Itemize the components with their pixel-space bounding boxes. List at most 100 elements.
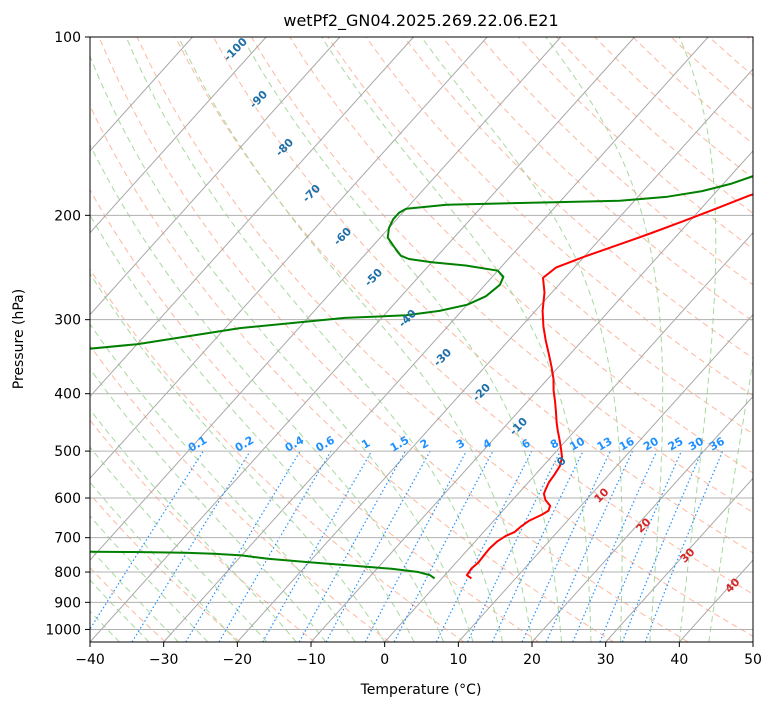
mixing-ratio-line [466, 450, 561, 642]
moist-adiabat-line [678, 37, 717, 642]
y-tick-label: 800 [54, 565, 81, 581]
dry-adiabat-line [90, 493, 241, 642]
moist-adiabat-line [90, 323, 356, 642]
mixing-ratio-line [599, 450, 682, 642]
mixing-ratio-line [521, 450, 611, 642]
isotherm-line [384, 231, 753, 642]
mixing-ratio-line [364, 450, 467, 642]
dewpoint-line [90, 174, 753, 580]
isotherm-line [90, 37, 193, 152]
dry-adiabat-line [90, 188, 540, 642]
y-tick-label: 200 [54, 208, 81, 224]
y-axis-title: Pressure (hPa) [11, 289, 27, 389]
dry-adiabat-line [90, 268, 465, 642]
pressure-gridlines [90, 37, 753, 630]
dry-adiabat-label: -40 [396, 307, 419, 330]
isotherm-line [605, 477, 753, 642]
isotherm-line [752, 641, 753, 642]
x-axis-title: Temperature (°C) [360, 682, 482, 698]
x-tick-label: 40 [670, 652, 688, 668]
dry-adiabat-line [746, 37, 753, 43]
mixing-ratio-label: 6 [519, 436, 532, 451]
isotherm-line [90, 37, 414, 398]
mixing-ratio-line [644, 450, 724, 642]
moist-adiabat-line [90, 143, 445, 642]
isotherm-line [90, 37, 562, 561]
y-tick-label: 900 [54, 595, 81, 611]
dry-adiabat-line [90, 566, 166, 642]
chart-title: wetPf2_GN04.2025.269.22.06.E21 [283, 11, 558, 31]
y-tick-label: 500 [54, 444, 81, 460]
dry-adiabat-line [136, 37, 753, 637]
y-tick-label: 400 [54, 387, 81, 403]
mixing-ratio-label: 4 [481, 436, 494, 451]
y-tick-label: 300 [54, 313, 81, 329]
moist-adiabat-line [545, 37, 664, 642]
x-tick-label: −10 [296, 652, 326, 668]
dry-adiabat-line [90, 104, 614, 642]
dry-adiabat-label: -60 [331, 225, 354, 248]
moist-adiabat-line [90, 481, 238, 642]
dry-adiabat-line [90, 344, 390, 642]
dry-adiabat-label: -30 [431, 346, 454, 369]
dry-adiabat-label: -90 [247, 88, 270, 111]
mixing-ratio-line [572, 450, 658, 642]
x-tick-label: −20 [223, 652, 253, 668]
moist-adiabat-line [178, 37, 533, 642]
mixing-ratio-line [298, 450, 406, 642]
y-tick-label: 700 [54, 531, 81, 547]
isotherm-line [531, 395, 753, 642]
moist-adiabat-line [90, 214, 415, 642]
isotherm-line [90, 37, 635, 642]
dry-adiabat-line [441, 37, 753, 322]
moist-adiabat-line [90, 368, 327, 642]
moist-adiabat-line [708, 358, 753, 642]
dry-adiabat-line [98, 37, 689, 642]
mixing-ratio-line [325, 450, 431, 642]
dry-adiabat-line [708, 37, 753, 77]
x-tick-label: 0 [380, 652, 389, 668]
isotherm-line [90, 37, 341, 316]
dry-adiabat-label: -50 [362, 266, 385, 289]
mixing-ratio-line [545, 450, 634, 642]
y-axis: 100 200 300 400 500 600 700 800 900 1000 [45, 30, 90, 638]
mixing-ratio-line [90, 450, 204, 631]
moist-adiabat-line [125, 37, 503, 642]
y-tick-label: 100 [54, 30, 81, 46]
dry-adiabat-line [518, 37, 753, 250]
dry-adiabat-line [556, 37, 753, 215]
moist-adiabat-line [241, 37, 562, 642]
moist-adiabat-label: 20 [634, 515, 654, 535]
moist-adiabat-line [90, 54, 474, 642]
moist-adiabat-label: 40 [723, 575, 743, 595]
profiles [90, 174, 753, 580]
moist-adiabat-line [420, 37, 623, 642]
dry-adiabat-label: -20 [470, 381, 493, 404]
dry-adiabat-line [632, 37, 753, 145]
dry-adiabat-line [90, 419, 316, 642]
y-tick-label: 600 [54, 491, 81, 507]
dry-adiabat-line [365, 37, 753, 397]
dry-adiabat-line [174, 37, 753, 595]
mixing-ratio-line [393, 450, 494, 642]
temperature-line [465, 193, 753, 580]
x-axis: −40 −30 −20 −10 0 10 20 30 40 50 [75, 642, 762, 668]
x-tick-label: 30 [597, 652, 615, 668]
y-tick-label: 1000 [45, 622, 81, 638]
dry-adiabat-label: -80 [273, 136, 296, 159]
x-tick-label: −30 [149, 652, 179, 668]
x-tick-label: 10 [449, 652, 467, 668]
moist-adiabat-label: 30 [678, 545, 698, 565]
x-tick-label: 50 [744, 652, 762, 668]
x-tick-label: 20 [523, 652, 541, 668]
isotherm-line [310, 150, 753, 642]
x-tick-label: −40 [75, 652, 105, 668]
moist-adiabat-line [90, 272, 386, 642]
moist-adiabat-line [321, 37, 592, 642]
dry-adiabat-line [403, 37, 753, 359]
moist-adiabat-line [90, 408, 297, 642]
mixing-ratio-line [262, 450, 373, 642]
moist-adiabat-line [90, 446, 268, 642]
dry-adiabat-line [212, 37, 753, 554]
